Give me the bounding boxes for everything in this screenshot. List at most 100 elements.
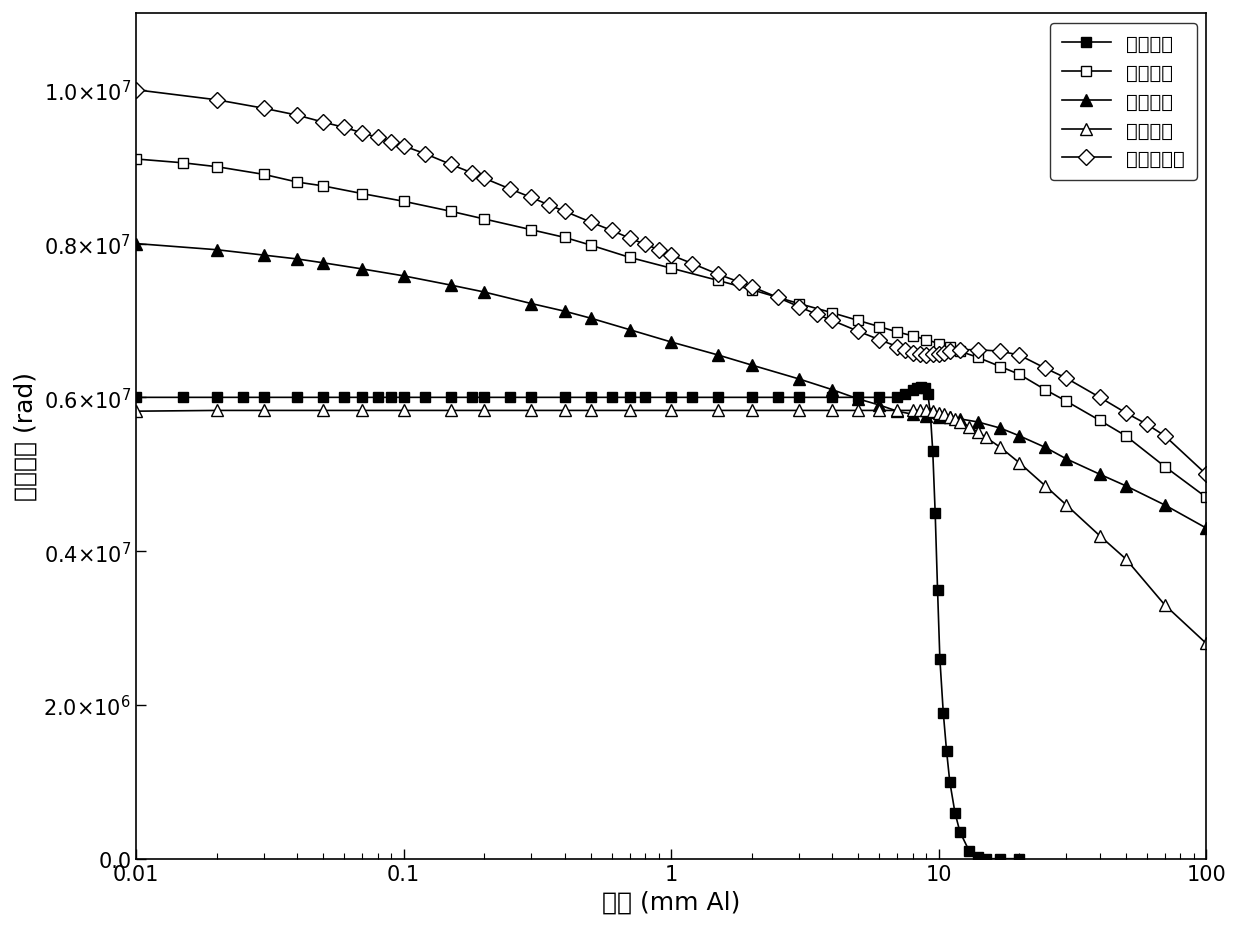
信获质子 (1157, 462, 1172, 473)
总吸收剂量 (791, 301, 806, 312)
二次光子 (129, 239, 144, 250)
太阳质子 (825, 405, 839, 416)
二次光子 (905, 409, 920, 420)
信获质子 (129, 154, 144, 165)
太阳质子 (476, 405, 491, 416)
二次光子 (476, 287, 491, 298)
信获电子 (978, 853, 993, 864)
太阳质子 (1092, 530, 1107, 541)
太阳质子 (942, 412, 957, 423)
太阳质子 (1199, 638, 1214, 649)
太阳质子 (925, 406, 940, 417)
二次光子 (290, 254, 305, 265)
太阳质子 (316, 405, 331, 416)
太阳质子 (622, 405, 637, 416)
信获电子 (129, 392, 144, 403)
总吸收剂量 (825, 315, 839, 326)
二次光子 (622, 324, 637, 336)
太阳质子 (851, 405, 866, 416)
信获电子 (890, 392, 905, 403)
信获质子 (851, 315, 866, 326)
二次光子 (210, 245, 224, 256)
信获质子 (210, 162, 224, 173)
信获质子 (744, 285, 759, 296)
太阳质子 (1012, 458, 1027, 469)
二次光子 (952, 413, 967, 425)
太阳质子 (872, 405, 887, 416)
信获电子 (604, 392, 619, 403)
信获质子 (1012, 369, 1027, 380)
太阳质子 (1059, 500, 1074, 511)
太阳质子 (919, 405, 934, 416)
信获质子 (583, 240, 598, 251)
信获质子 (931, 338, 946, 349)
信获质子 (663, 263, 678, 274)
信获质子 (444, 207, 459, 218)
信获质子 (711, 275, 725, 286)
二次光子 (444, 280, 459, 291)
二次光子 (1157, 500, 1172, 511)
信获电子 (918, 383, 932, 394)
Line: 信获质子: 信获质子 (131, 155, 1211, 502)
二次光子 (931, 412, 946, 423)
二次光子 (942, 413, 957, 424)
二次光子 (791, 374, 806, 385)
信获电子 (1012, 853, 1027, 864)
信获质子 (557, 233, 572, 244)
太阳质子 (397, 405, 412, 416)
X-axis label: 厚度 (mm Al): 厚度 (mm Al) (601, 889, 740, 913)
太阳质子 (947, 413, 962, 425)
信获质子 (397, 197, 412, 208)
二次光子 (583, 313, 598, 324)
二次光子 (1038, 442, 1053, 453)
信获质子 (523, 225, 538, 236)
信获质子 (622, 252, 637, 263)
信获电子 (914, 382, 929, 393)
太阳质子 (931, 408, 946, 419)
Line: 二次光子: 二次光子 (130, 239, 1211, 534)
信获质子 (919, 335, 934, 346)
二次光子 (971, 417, 986, 428)
信获电子 (371, 392, 386, 403)
二次光子 (744, 360, 759, 371)
总吸收剂量 (851, 326, 866, 337)
太阳质子 (1157, 600, 1172, 611)
信获质子 (257, 170, 272, 181)
二次光子 (663, 337, 678, 349)
太阳质子 (905, 405, 920, 416)
太阳质子 (355, 405, 370, 416)
Line: 信获电子: 信获电子 (131, 383, 1024, 864)
总吸收剂量 (905, 348, 920, 359)
信获质子 (1092, 415, 1107, 426)
信获质子 (791, 298, 806, 310)
信获质子 (1038, 385, 1053, 396)
二次光子 (355, 264, 370, 275)
太阳质子 (583, 405, 598, 416)
Y-axis label: 吸收剂量 (rad): 吸收剂量 (rad) (14, 372, 38, 501)
太阳质子 (791, 405, 806, 416)
太阳质子 (1118, 553, 1133, 565)
信获质子 (316, 181, 331, 192)
太阳质子 (913, 405, 928, 416)
二次光子 (1118, 481, 1133, 492)
总吸收剂量 (397, 141, 412, 152)
信获电子 (872, 392, 887, 403)
太阳质子 (993, 442, 1008, 453)
太阳质子 (557, 405, 572, 416)
太阳质子 (210, 405, 224, 416)
信获质子 (355, 189, 370, 200)
Line: 总吸收剂量: 总吸收剂量 (130, 85, 1211, 480)
信获质子 (942, 342, 957, 353)
信获电子 (825, 392, 839, 403)
Line: 太阳质子: 太阳质子 (130, 405, 1211, 649)
二次光子 (316, 258, 331, 269)
太阳质子 (444, 405, 459, 416)
二次光子 (825, 385, 839, 396)
太阳质子 (978, 432, 993, 443)
二次光子 (851, 394, 866, 405)
太阳质子 (744, 405, 759, 416)
太阳质子 (890, 405, 905, 416)
二次光子 (1092, 469, 1107, 480)
信获质子 (1199, 492, 1214, 503)
信获质子 (1059, 396, 1074, 407)
